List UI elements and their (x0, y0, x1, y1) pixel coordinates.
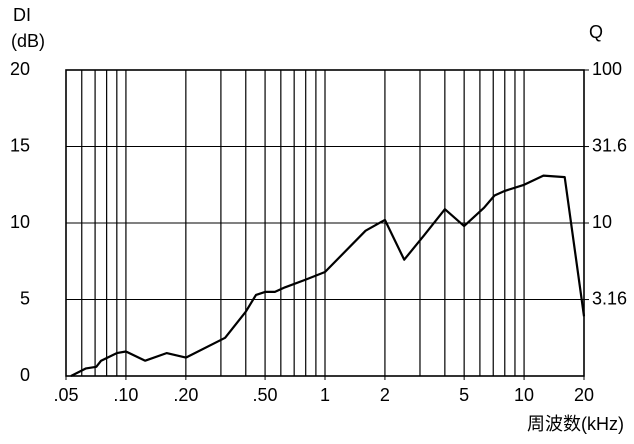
y-tick-label: 5 (20, 288, 30, 308)
x-tick-label: 2 (380, 385, 390, 405)
y2-tick-label: 10 (592, 212, 612, 232)
y-tick-label: 15 (10, 135, 30, 155)
y2-tick-label: 3.16 (592, 288, 627, 308)
data-line (70, 174, 586, 377)
x-tick-label: .05 (53, 385, 78, 405)
x-tick-label: .10 (113, 385, 138, 405)
x-tick-label: 1 (320, 385, 330, 405)
y-tick-label: 20 (10, 59, 30, 79)
y-label: DI (13, 5, 31, 25)
x-tick-label: .50 (253, 385, 278, 405)
plot-frame (65, 69, 585, 377)
x-tick-label: 5 (459, 385, 469, 405)
x-tick-label: .20 (173, 385, 198, 405)
y2-tick-label: 31.6 (592, 135, 627, 155)
y-label: (dB) (11, 31, 45, 51)
y-tick-label: 10 (10, 212, 30, 232)
y2-label: Q (589, 22, 603, 42)
y2-tick-label: 100 (592, 59, 622, 79)
x-tick-label: 10 (514, 385, 534, 405)
x-tick-label: 20 (574, 385, 594, 405)
x-label: 周波数(kHz) (527, 414, 624, 434)
y-tick-label: 0 (20, 365, 30, 385)
